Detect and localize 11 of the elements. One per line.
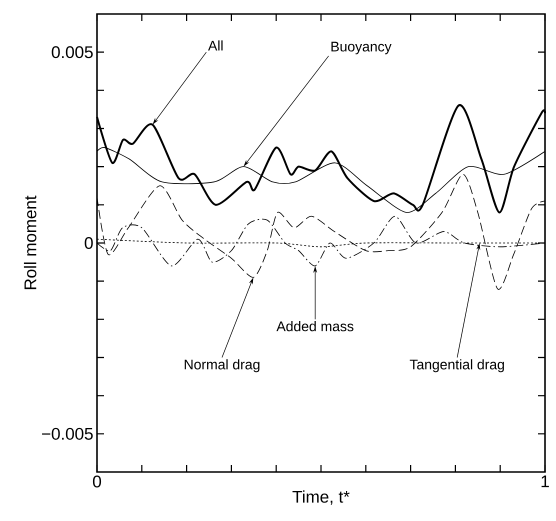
annotation: All (208, 40, 223, 50)
annotation: Added mass (276, 321, 354, 332)
y-tick-label: 0 (84, 236, 93, 249)
annotation: Normal drag (184, 359, 260, 372)
annotation: Tangential drag (410, 359, 504, 372)
y-tick-label: 0.005 (52, 46, 93, 58)
annotation: Buoyancy (331, 42, 392, 54)
y-tick-label: −0.005 (42, 428, 93, 440)
x-axis-title: Time, t* (292, 490, 350, 505)
y-axis-title: Roll moment (24, 196, 36, 290)
x-tick-label: 1 (542, 476, 549, 488)
